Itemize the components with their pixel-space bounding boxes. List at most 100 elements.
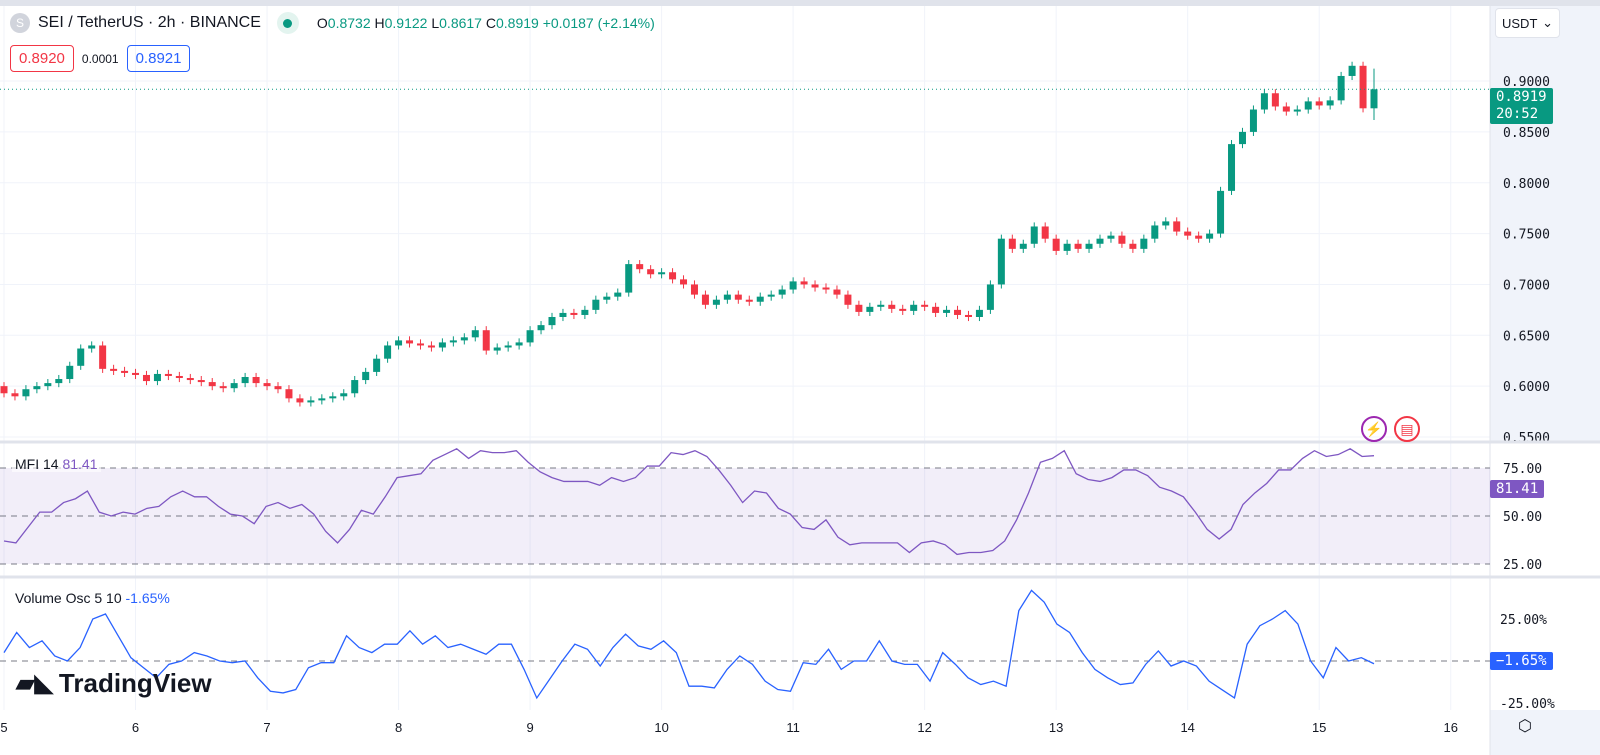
candle-body [789,281,797,290]
candle-body [811,284,819,288]
candle-body [570,312,578,315]
candle-body [778,289,786,295]
candle-body [833,289,841,295]
axis-corner [1490,710,1600,755]
open-value: 0.8732 [327,15,371,31]
candle-body [121,370,129,373]
price-tick-label: 0.7500 [1503,228,1550,243]
candle-body [438,342,446,348]
candle-body [384,345,392,359]
volosc-value-tag: −1.65% [1490,652,1553,670]
candle-body [1052,238,1060,251]
candle-body [1228,144,1236,191]
candle-body [241,376,249,384]
volosc-line [3,589,1375,700]
low-value: 0.8617 [439,15,482,31]
candle-body [1337,75,1345,101]
spread-value: 0.0001 [81,51,119,66]
candle-body [986,284,994,310]
candle-body [1260,93,1268,110]
us-flag-icon[interactable]: ▤ [1394,416,1420,442]
currency-select[interactable]: USDT ⌄ [1495,8,1560,38]
candle-body [581,309,589,315]
candle-body [603,296,611,300]
candle-body [537,325,545,331]
candle-body [964,314,972,317]
chevron-down-icon: ⌄ [1542,15,1553,30]
lightning-icon[interactable]: ⚡ [1361,416,1387,442]
candle-body [504,345,512,348]
candle-body [1359,65,1367,109]
candle-body [1206,233,1214,239]
tv-logo-icon: ▰◣ [16,670,53,697]
candle-body [175,375,183,379]
market-open-icon [276,12,299,34]
candle-body [296,398,304,403]
candle-body [712,299,720,305]
candle-body [219,386,227,389]
tradingview-logo[interactable]: ▰◣ TradingView [16,668,212,699]
candle-body [888,304,896,309]
candle-body [910,304,918,311]
x-tick-label: 14 [1180,720,1194,735]
x-tick-label: 16 [1443,720,1457,735]
candle-body [658,272,666,275]
candle-body [734,294,742,300]
candle-body [844,294,852,305]
candle-body [132,372,140,375]
candle-body [669,272,677,280]
candle-body [899,308,907,311]
candle-body [164,373,172,376]
candle-body [153,373,161,382]
candle-body [877,304,885,307]
settings-eye-icon[interactable]: ⬡ [1518,718,1532,735]
candle-body [822,287,830,290]
candle-body [1085,243,1093,249]
bar-countdown: 20:52 [1496,106,1539,122]
high-label: H [374,15,385,31]
close-label: C [485,15,496,31]
candle-body [208,382,216,387]
candle-body [997,238,1005,285]
candle-body [1326,100,1334,106]
candle-body [307,400,315,403]
volosc-legend[interactable]: Volume Osc 5 10 -1.65% [12,590,173,606]
price-tick-label: 0.6500 [1503,329,1550,344]
candle-body [559,312,567,317]
candle-body [866,306,874,312]
mfi-legend[interactable]: MFI 14 81.41 [12,456,101,472]
symbol-title[interactable]: SEI / TetherUS · 2h · BINANCE [38,14,261,31]
buy-button[interactable]: 0.8921 [126,45,191,72]
price-tick-label: 0.7000 [1503,278,1550,293]
candle-body [1162,221,1170,226]
sell-button[interactable]: 0.8920 [10,45,74,72]
candle-body [701,294,709,305]
candle-body [1282,106,1290,112]
price-tick-label: 0.5500 [1503,431,1550,446]
top-border [0,0,1600,6]
mfi-tick-label: 25.00 [1503,558,1542,573]
candle-body [263,383,271,387]
last-price-tag: 0.8919 20:52 [1490,88,1553,124]
candle-body [1063,243,1071,251]
candle-body [690,284,698,295]
candle-body [197,380,205,383]
candle-body [1249,109,1257,132]
candle-body [943,309,951,313]
candle-body [230,383,238,389]
candle-body [932,306,940,313]
candle-body [680,279,688,285]
candle-body [1118,235,1126,244]
mfi-tick-label: 50.00 [1503,510,1542,525]
candle-body [471,330,479,338]
ohlc-values: O0.8732 H0.9122 L0.8617 C0.8919 +0.0187 … [317,15,655,31]
candle-body [427,345,435,348]
time-axis [0,710,1490,755]
candle-body [252,376,260,384]
candle-body [351,380,359,394]
candle-body [373,358,381,372]
candle-body [1184,231,1192,236]
candle-body [1173,221,1181,232]
candle-body [362,371,370,381]
